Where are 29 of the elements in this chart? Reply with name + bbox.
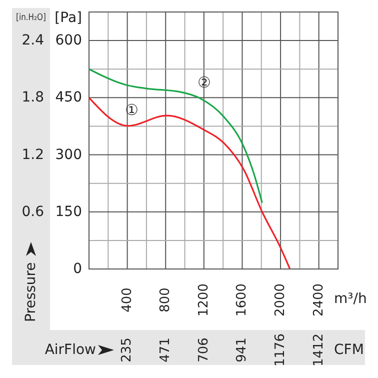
y2-tick-label: 2.4 [22,32,44,49]
y-tick-label: 300 [55,146,82,163]
y2-axis-title: [in.H₂O] [16,13,52,23]
x2-tick-label: 706 [196,338,212,362]
x-tick-label: 2000 [273,283,288,317]
x-tick-label: 1600 [234,283,250,317]
y-tick-label: 450 [55,90,82,106]
x-tick-label: 800 [158,288,174,312]
line-series [88,96,291,270]
x-tick-label: 400 [120,288,135,312]
text: Pressure [23,262,39,322]
line-series [88,68,263,204]
text: AirFlow [44,342,96,358]
x2-tick-label: 471 [158,338,174,362]
x-tick-label: 1200 [196,283,212,317]
y-tick-label: 0 [73,261,82,277]
x2-tick-label: 235 [120,338,135,362]
x2-tick-label: 1412 [311,333,326,367]
x2-axis-title: CFM [334,342,364,358]
x2-tick-label: 1176 [272,333,288,367]
y-tick-label: 150 [55,204,82,220]
x-tick-label: 2400 [311,283,326,317]
y-tick-label: 600 [55,32,82,49]
y2-tick-label: 0.6 [22,204,44,220]
x2-tick-label: 941 [234,338,250,362]
x-axis-title: m³/h [334,291,367,307]
y2-tick-label: 1.2 [22,146,44,163]
y2-tick-label: 1.8 [22,90,44,106]
y-axis-title: [Pa] [54,10,82,26]
